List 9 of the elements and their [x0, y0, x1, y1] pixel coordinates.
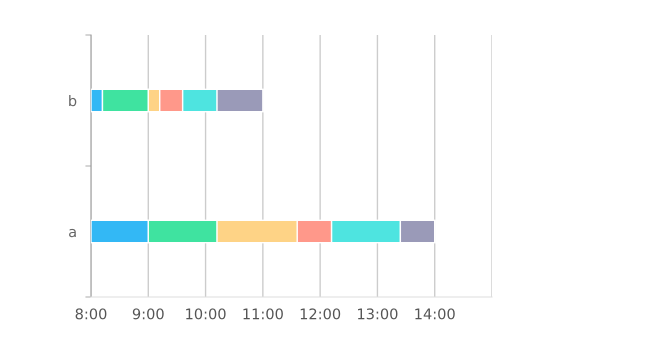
y-tick-label: b	[69, 94, 76, 106]
x-tick-label: 11:00	[243, 308, 283, 320]
x-tick-label: 10:00	[186, 308, 226, 320]
x-tick-label: 13:00	[358, 308, 398, 320]
y-tick-label: a	[69, 228, 76, 238]
x-tick-label: 9:00	[132, 308, 164, 320]
x-tick-label: 8:00	[76, 308, 106, 320]
x-tick-label: 12:00	[300, 308, 340, 320]
x-tick-label: 14:00	[415, 308, 455, 320]
